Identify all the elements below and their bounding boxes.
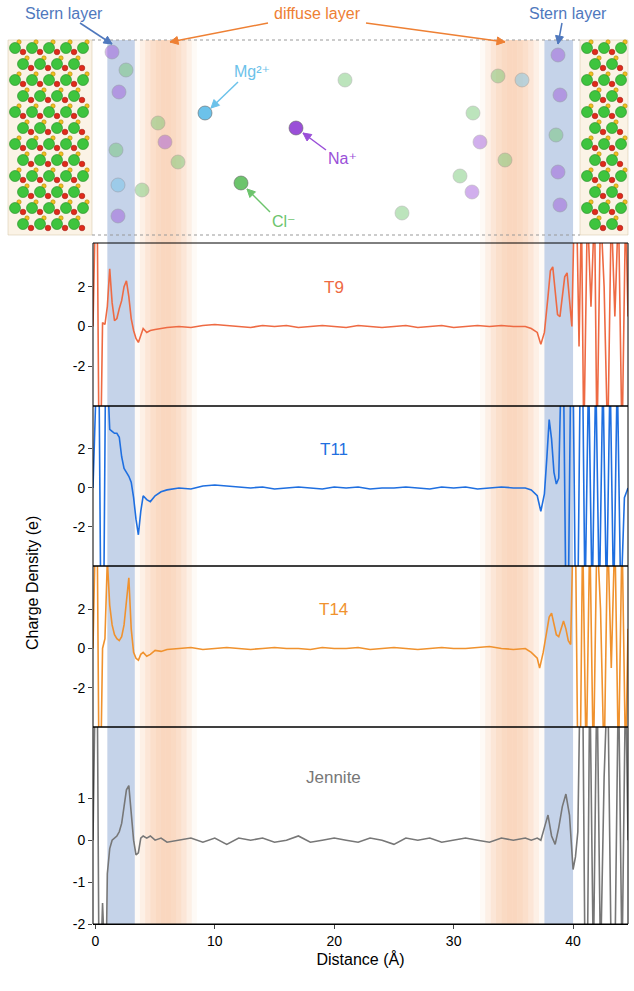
svg-text:10: 10 [207,933,223,949]
svg-text:Stern layer: Stern layer [25,5,103,22]
svg-text:2: 2 [77,441,85,457]
svg-text:0: 0 [77,640,85,656]
svg-text:-2: -2 [73,358,86,374]
svg-text:Charge Density (e): Charge Density (e) [24,516,41,650]
svg-text:0: 0 [77,832,85,848]
svg-text:Jennite: Jennite [306,768,361,787]
svg-text:30: 30 [446,933,462,949]
svg-text:diffuse layer: diffuse layer [274,5,361,22]
svg-text:T14: T14 [319,600,348,619]
svg-text:2: 2 [77,279,85,295]
svg-text:0: 0 [77,318,85,334]
svg-text:Cl⁻: Cl⁻ [272,213,296,230]
svg-text:T9: T9 [324,278,344,297]
svg-text:40: 40 [565,933,581,949]
svg-text:Distance (Å): Distance (Å) [316,950,404,968]
svg-text:20: 20 [326,933,342,949]
svg-text:-1: -1 [73,874,86,890]
svg-text:-2: -2 [73,680,86,696]
svg-text:Na⁺: Na⁺ [328,150,357,167]
svg-text:-2: -2 [73,916,86,932]
svg-text:1: 1 [77,790,85,806]
svg-text:0: 0 [77,480,85,496]
svg-text:0: 0 [91,933,99,949]
svg-text:Mg²⁺: Mg²⁺ [234,63,270,80]
svg-text:2: 2 [77,601,85,617]
svg-text:Stern layer: Stern layer [529,5,607,22]
svg-text:T11: T11 [320,440,348,459]
svg-text:-2: -2 [73,519,86,535]
